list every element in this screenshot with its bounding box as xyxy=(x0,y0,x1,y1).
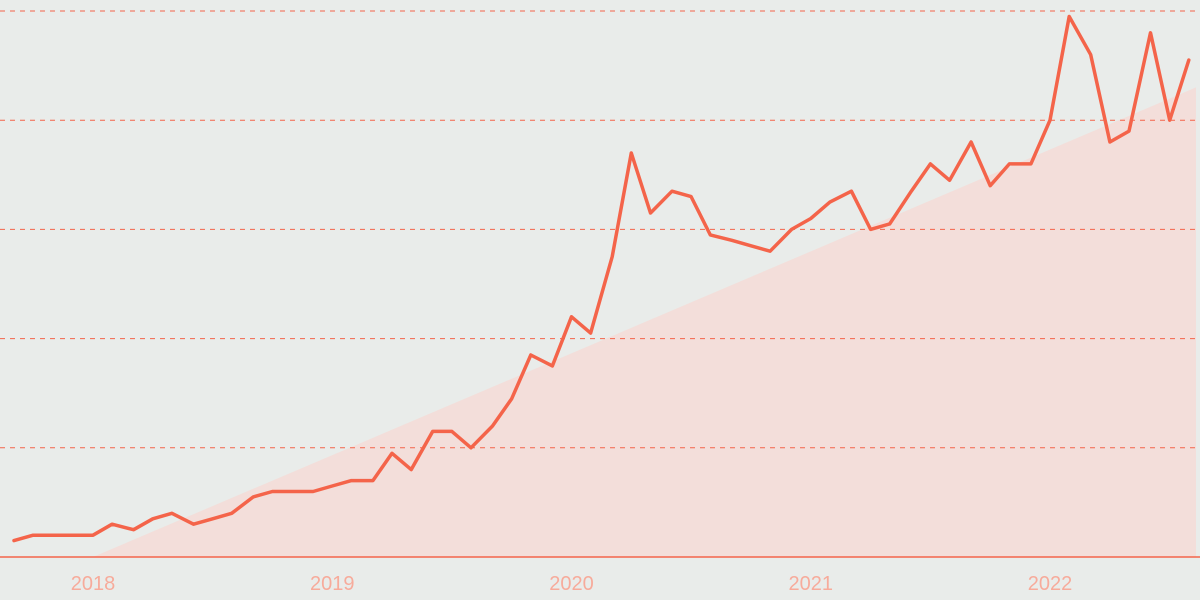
x-tick-label-2018: 2018 xyxy=(71,573,116,595)
series-line xyxy=(12,14,1191,543)
background-trend-area-layer xyxy=(93,87,1196,558)
x-tick-label-2021: 2021 xyxy=(789,573,834,595)
gridlines-layer xyxy=(0,10,1200,449)
x-tick-label-2022: 2022 xyxy=(1028,573,1073,595)
x-tick-labels-layer: 2018 2019 2020 2021 2022 xyxy=(71,573,1073,595)
background-trend-area xyxy=(93,87,1196,558)
x-tick-label-2020: 2020 xyxy=(549,573,594,595)
series-layer xyxy=(12,14,1191,543)
x-tick-label-2019: 2019 xyxy=(310,573,355,595)
